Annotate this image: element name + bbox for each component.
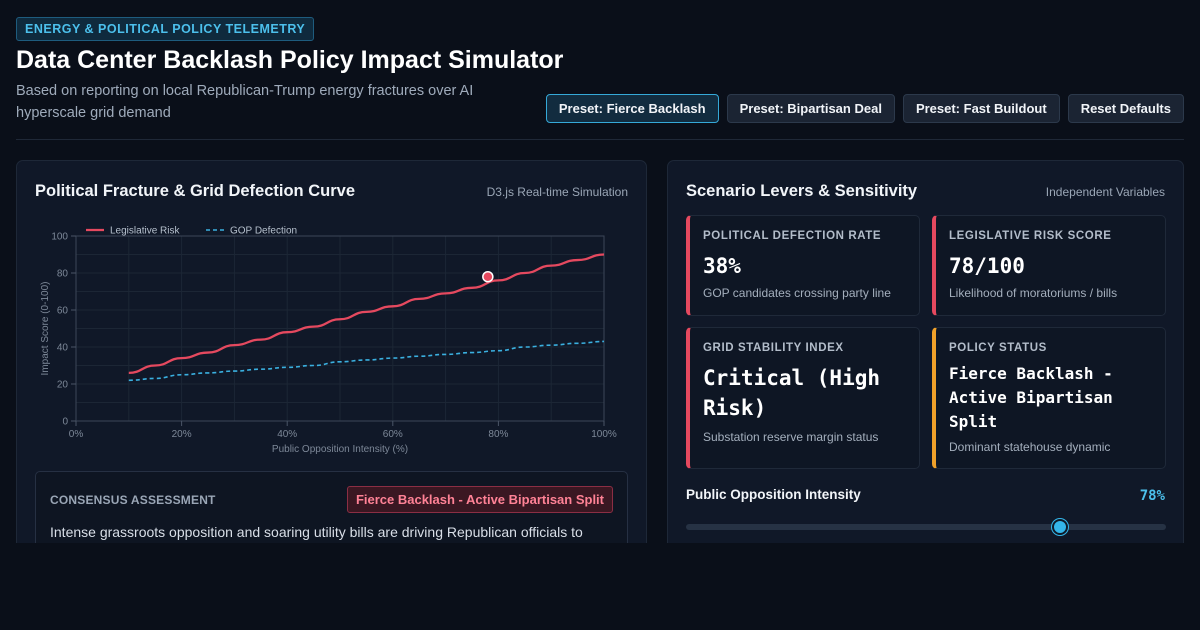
page-subtitle: Based on reporting on local Republican-T… <box>16 83 474 121</box>
x-tick-label: 80% <box>488 429 508 440</box>
levers-panel: Scenario Levers & Sensitivity Independen… <box>667 160 1184 543</box>
grid-stability-card: GRID STABILITY INDEX Critical (High Risk… <box>686 327 920 469</box>
levers-panel-subtitle: Independent Variables <box>1045 185 1165 199</box>
y-axis-title: Impact Score (0-100) <box>40 282 51 376</box>
defection-rate-card: POLITICAL DEFECTION RATE 38% GOP candida… <box>686 215 920 316</box>
x-axis: 0% 20% 40% 60% 80% 100% <box>69 421 617 440</box>
x-tick-label: 100% <box>591 429 617 440</box>
y-tick-label: 40 <box>57 343 69 354</box>
y-tick-label: 80 <box>57 269 69 280</box>
card-label: POLICY STATUS <box>949 342 1047 354</box>
series-line-gop-defection <box>128 340 605 382</box>
y-tick-label: 0 <box>62 417 68 428</box>
legislative-risk-card: LEGISLATIVE RISK SCORE 78/100 Likelihood… <box>932 215 1166 316</box>
card-value: 78/100 <box>949 254 1025 278</box>
card-label: POLITICAL DEFECTION RATE <box>703 230 882 242</box>
card-note: Likelihood of moratoriums / bills <box>949 286 1118 300</box>
consensus-text: Intense grassroots opposition and soarin… <box>50 524 583 540</box>
chart-panel: Political Fracture & Grid Defection Curv… <box>16 160 647 543</box>
preset-buttons: Preset: Fierce Backlash Preset: Bipartis… <box>545 94 1184 123</box>
chart-grid <box>75 235 605 422</box>
card-note: GOP candidates crossing party line <box>703 286 891 300</box>
consensus-status-badge: Fierce Backlash - Active Bipartisan Spli… <box>346 486 613 513</box>
y-tick-label: 100 <box>51 232 68 243</box>
category-tag: ENERGY & POLITICAL POLICY TELEMETRY <box>16 17 315 41</box>
opposition-slider-track[interactable] <box>686 524 1166 530</box>
plot-frame <box>75 235 605 422</box>
x-axis-title: Public Opposition Intensity (%) <box>272 444 408 455</box>
chart-legend: Legislative Risk GOP Defection <box>86 226 297 237</box>
card-label: LEGISLATIVE RISK SCORE <box>949 230 1112 242</box>
consensus-assessment: CONSENSUS ASSESSMENT Fierce Backlash - A… <box>35 471 628 543</box>
card-note: Substation reserve margin status <box>703 430 879 444</box>
chart-panel-subtitle: D3.js Real-time Simulation <box>486 185 628 199</box>
chart-panel-title: Political Fracture & Grid Defection Curv… <box>35 182 355 200</box>
card-value: 38% <box>703 254 741 278</box>
legend-label: Legislative Risk <box>110 226 180 237</box>
card-note: Dominant statehouse dynamic <box>949 440 1111 454</box>
consensus-label: CONSENSUS ASSESSMENT <box>50 493 216 507</box>
card-value: Fierce Backlash - Active Bipartisan Spli… <box>949 364 1113 431</box>
reset-defaults-button[interactable]: Reset Defaults <box>1067 94 1184 123</box>
policy-status-card: POLICY STATUS Fierce Backlash - Active B… <box>932 327 1166 469</box>
preset-fierce-backlash-button[interactable]: Preset: Fierce Backlash <box>545 94 719 123</box>
x-tick-label: 60% <box>383 429 403 440</box>
x-tick-label: 20% <box>172 429 192 440</box>
current-value-marker[interactable] <box>482 270 494 283</box>
legend-label: GOP Defection <box>230 226 297 237</box>
card-value: Critical (High Risk) <box>703 366 881 420</box>
y-axis: 0 20 40 60 80 100 <box>51 232 76 428</box>
opposition-slider-value: 78% <box>1139 488 1165 504</box>
header-divider <box>16 139 1184 140</box>
preset-fast-buildout-button[interactable]: Preset: Fast Buildout <box>902 94 1060 123</box>
card-label: GRID STABILITY INDEX <box>703 342 844 354</box>
defection-curve-chart: 0 20 40 60 80 100 0% 20% 40% 60% 80% 100% Public O… <box>40 226 617 456</box>
x-tick-label: 0% <box>69 429 84 440</box>
y-tick-label: 20 <box>57 380 69 391</box>
opposition-slider-label: Public Opposition Intensity <box>686 487 861 502</box>
chart-series <box>128 253 605 382</box>
levers-panel-title: Scenario Levers & Sensitivity <box>686 182 918 200</box>
x-tick-label: 40% <box>277 429 297 440</box>
simulator-page: ENERGY & POLITICAL POLICY TELEMETRY Data… <box>16 17 1184 543</box>
page-title: Data Center Backlash Policy Impact Simul… <box>16 46 564 74</box>
opposition-slider-thumb[interactable] <box>1052 519 1069 535</box>
y-tick-label: 60 <box>57 306 69 317</box>
series-line-legislative-risk <box>128 253 605 375</box>
preset-bipartisan-deal-button[interactable]: Preset: Bipartisan Deal <box>726 94 895 123</box>
